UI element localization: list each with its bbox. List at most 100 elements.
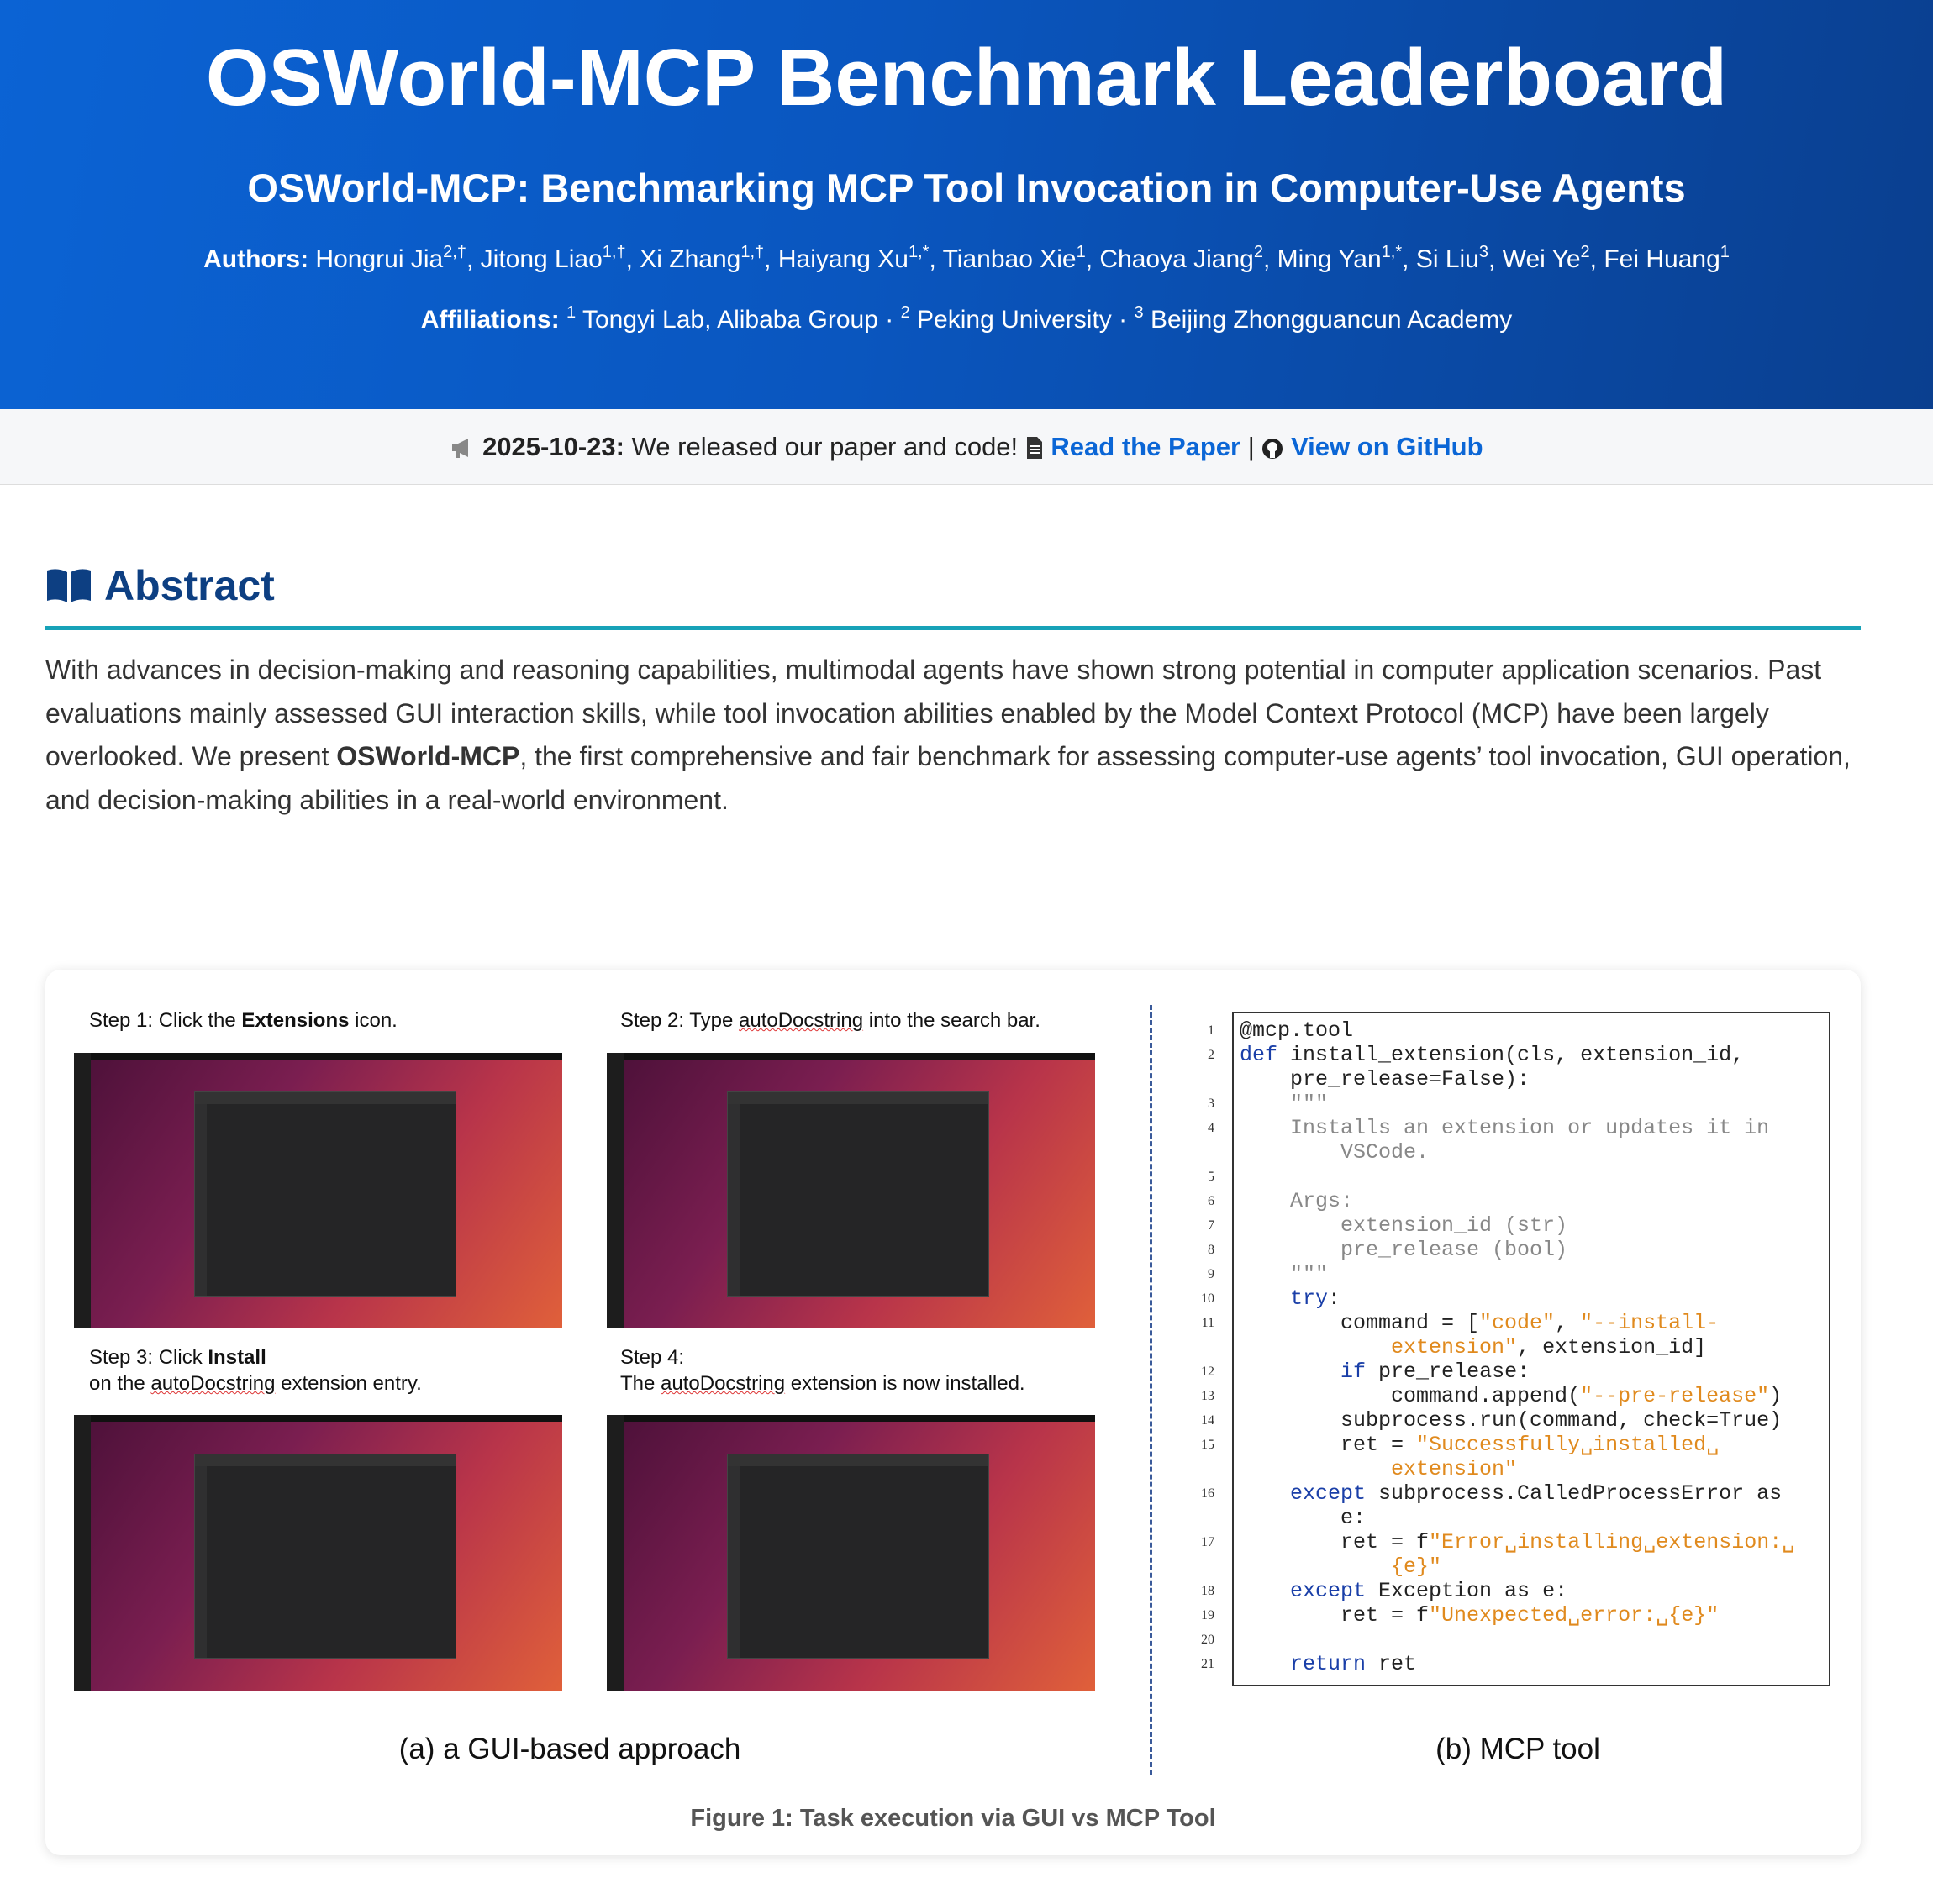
caption-b: (b) MCP tool xyxy=(1435,1733,1600,1765)
code-line: ret = f"Error␣installing␣extension:␣ xyxy=(1240,1530,1794,1554)
abstract-heading: Abstract xyxy=(45,561,275,610)
author-sup: 1 xyxy=(1076,243,1086,261)
code-token xyxy=(1240,1579,1290,1603)
code-line: if pre_release: xyxy=(1240,1360,1530,1384)
code-token: Exception as e: xyxy=(1366,1579,1568,1603)
code-line: Args: xyxy=(1240,1189,1353,1213)
code-line: extension" xyxy=(1240,1457,1517,1481)
author-separator: , xyxy=(1262,245,1271,273)
code-token: if xyxy=(1340,1360,1367,1384)
code-token: "Error␣installing␣extension:␣ xyxy=(1429,1530,1795,1554)
code-token: subprocess.run(command, check=True) xyxy=(1240,1408,1783,1433)
line-number: 18 xyxy=(1201,1584,1214,1598)
code-token: "code" xyxy=(1479,1311,1556,1335)
step-text: Step 2: Type xyxy=(620,1009,739,1032)
code-token: , xyxy=(1555,1311,1581,1335)
affiliation-separator: · xyxy=(885,306,894,334)
divider xyxy=(1150,1005,1152,1775)
code-token: pre_release=False): xyxy=(1240,1067,1530,1091)
code-line: @mcp.tool xyxy=(1240,1018,1353,1043)
code-token: "Unexpected␣error:␣{e}" xyxy=(1429,1603,1720,1628)
code-token: pre_release (bool) xyxy=(1240,1238,1568,1262)
code-token: command.append( xyxy=(1240,1384,1581,1408)
line-number: 1 xyxy=(1208,1023,1214,1038)
line-number: 2 xyxy=(1208,1048,1214,1062)
line-number: 3 xyxy=(1208,1097,1214,1111)
line-number: 15 xyxy=(1201,1438,1214,1452)
author-sup: 2,† xyxy=(443,243,466,261)
code-token: except xyxy=(1290,1481,1367,1506)
step-text: icon. xyxy=(349,1009,398,1032)
code-token: Installs an extension or updates it in xyxy=(1240,1116,1770,1140)
gui-screenshot xyxy=(74,1053,562,1328)
news-date: 2025-10-23: xyxy=(482,432,624,461)
line-number: 8 xyxy=(1208,1243,1214,1257)
code-token: ret xyxy=(1366,1652,1417,1676)
step-text: Step 1: Click the xyxy=(89,1009,242,1032)
author-separator: , xyxy=(1488,245,1496,273)
code-token: extension" xyxy=(1240,1335,1518,1360)
code-line: ret = "Successfully␣installed␣ xyxy=(1240,1433,1719,1457)
line-number: 13 xyxy=(1201,1389,1214,1403)
code-line: Installs an extension or updates it in xyxy=(1240,1116,1769,1140)
author-separator: , xyxy=(466,245,474,273)
code-token: def xyxy=(1240,1043,1278,1067)
step-label: Step 2: Type autoDocstring into the sear… xyxy=(620,1007,1040,1034)
code-token: : xyxy=(1328,1286,1341,1311)
code-token: pre_release: xyxy=(1366,1360,1530,1384)
github-icon xyxy=(1262,439,1283,459)
code-line: extension_id (str) xyxy=(1240,1213,1567,1238)
author-name: Haiyang Xu xyxy=(777,245,909,273)
abstract-text: With advances in decision-making and rea… xyxy=(45,649,1861,822)
line-number: 9 xyxy=(1208,1267,1214,1281)
code-token xyxy=(1240,1652,1290,1676)
top-bar xyxy=(74,1415,562,1422)
code-line: pre_release (bool) xyxy=(1240,1238,1567,1262)
code-token: Args: xyxy=(1240,1189,1354,1213)
affiliations: Affiliations: 1 Tongyi Lab, Alibaba Grou… xyxy=(0,304,1933,334)
line-number: 16 xyxy=(1201,1486,1214,1501)
step-text: autoDocstring xyxy=(150,1372,276,1395)
figure-caption: Figure 1: Task execution via GUI vs MCP … xyxy=(690,1805,1216,1832)
gui-screenshot xyxy=(74,1415,562,1691)
code-line: except subprocess.CalledProcessError as xyxy=(1240,1481,1782,1506)
step-line: Step 4: xyxy=(620,1344,1025,1370)
vscode-window xyxy=(194,1091,456,1297)
step-line: Step 3: Click Install xyxy=(89,1344,422,1370)
vscode-window xyxy=(194,1454,456,1659)
vscode-window xyxy=(727,1454,989,1659)
github-link[interactable]: View on GitHub xyxy=(1291,432,1483,461)
step-text: autoDocstring xyxy=(661,1372,786,1395)
news-text: We released our paper and code! xyxy=(631,432,1019,461)
line-number: 19 xyxy=(1201,1608,1214,1623)
code-token: "Successfully␣installed␣ xyxy=(1416,1433,1720,1457)
code-line: subprocess.run(command, check=True) xyxy=(1240,1408,1782,1433)
code-line: {e}" xyxy=(1240,1554,1441,1579)
line-number: 14 xyxy=(1201,1413,1214,1428)
step-text: into the search bar. xyxy=(863,1009,1040,1032)
author-name: Tianbao Xie xyxy=(942,245,1077,273)
header: OSWorld-MCP Benchmark Leaderboard OSWorl… xyxy=(0,0,1933,409)
step-line: on the autoDocstring extension entry. xyxy=(89,1370,422,1396)
affiliations-label: Affiliations: xyxy=(420,306,560,334)
code-token: {e}" xyxy=(1240,1554,1442,1579)
author-name: Si Liu xyxy=(1415,245,1479,273)
code-line: except Exception as e: xyxy=(1240,1579,1567,1603)
code-line: try: xyxy=(1240,1286,1340,1311)
code-token: install_extension(cls, extension_id, xyxy=(1277,1043,1745,1067)
paper-link[interactable]: Read the Paper xyxy=(1051,432,1241,461)
caption-a: (a) a GUI-based approach xyxy=(398,1733,741,1765)
vscode-sidebar xyxy=(195,1466,207,1658)
author-name: Wei Ye xyxy=(1502,245,1581,273)
step-text: extension entry. xyxy=(275,1372,422,1395)
code-line: return ret xyxy=(1240,1652,1416,1676)
author-name: Hongrui Jia xyxy=(315,245,444,273)
step-text: The xyxy=(620,1372,661,1395)
code-token: command = [ xyxy=(1240,1311,1480,1335)
news-bar: 2025-10-23: We released our paper and co… xyxy=(0,409,1933,485)
subtitle: OSWorld-MCP: Benchmarking MCP Tool Invoc… xyxy=(247,166,1686,210)
code-line: VSCode. xyxy=(1240,1140,1429,1165)
vscode-sidebar xyxy=(728,1466,740,1658)
authors: Authors: Hongrui Jia2,†, Jitong Liao1,†,… xyxy=(0,243,1933,274)
code-token: """ xyxy=(1240,1262,1329,1286)
